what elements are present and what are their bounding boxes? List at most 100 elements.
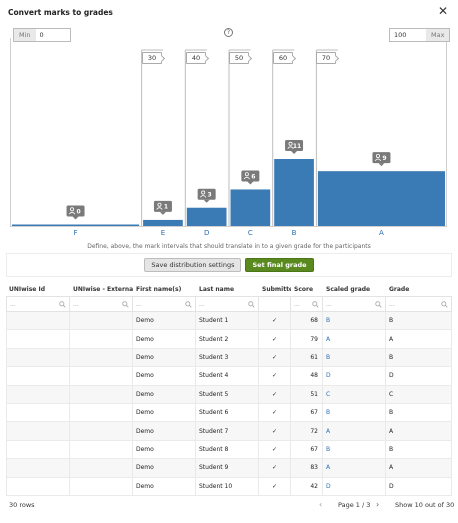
- column-filter-input[interactable]: ...: [133, 296, 196, 312]
- cell-score-text: 67: [310, 409, 318, 417]
- cell-scaled-grade[interactable]: A: [323, 459, 386, 478]
- table-row[interactable]: Demo Student 1 ✓ 68 B B: [6, 312, 452, 331]
- col-grade[interactable]: Grade: [389, 285, 410, 293]
- col-submitted[interactable]: Submitted: [262, 285, 291, 293]
- participants-icon-body: [156, 207, 163, 210]
- cell-scaled-grade-text[interactable]: B: [326, 445, 331, 453]
- col-first-name[interactable]: First name(s): [136, 285, 182, 293]
- column-filter-input[interactable]: ...: [291, 296, 323, 312]
- cell-score: 72: [291, 422, 323, 441]
- cell-scaled-grade[interactable]: B: [323, 403, 386, 423]
- help-icon[interactable]: ?: [224, 28, 233, 37]
- cell-score: 51: [291, 385, 323, 404]
- cell-scaled-grade[interactable]: A: [323, 330, 386, 349]
- cell-scaled-grade[interactable]: B: [323, 348, 386, 368]
- submitted-check-icon-text: ✓: [271, 335, 278, 343]
- threshold-input-c[interactable]: 50: [229, 52, 249, 64]
- submitted-check-icon-text: ✓: [271, 317, 278, 325]
- cell-scaled-grade[interactable]: D: [323, 367, 386, 386]
- cell-scaled-grade[interactable]: B: [323, 312, 386, 331]
- col-external-id[interactable]: UNIwise - External user id: [73, 285, 133, 293]
- cell-first-name-text: Demo: [136, 317, 154, 325]
- cell-uniwise-id: [6, 367, 70, 386]
- table-row[interactable]: Demo Student 5 ✓ 51 C C: [6, 385, 452, 404]
- cell-last-name: Student 5: [196, 385, 259, 404]
- cell-scaled-grade-text[interactable]: D: [326, 372, 331, 380]
- column-filter-input[interactable]: [259, 296, 291, 312]
- table-row[interactable]: Demo Student 6 ✓ 67 B B: [6, 403, 452, 423]
- threshold-input-d[interactable]: 40: [186, 52, 206, 64]
- cell-first-name-text: Demo: [136, 353, 154, 361]
- col-score[interactable]: Score: [294, 285, 314, 293]
- table-row[interactable]: Demo Student 9 ✓ 83 A A: [6, 459, 452, 478]
- cell-external-id: [70, 459, 133, 478]
- filter-placeholder: ...: [389, 300, 395, 308]
- cell-scaled-grade[interactable]: C: [323, 385, 386, 404]
- cell-scaled-grade-text[interactable]: B: [326, 353, 331, 361]
- threshold-input-b[interactable]: 60: [273, 52, 293, 64]
- submitted-check-icon: ✓: [259, 312, 291, 331]
- cell-grade-text: B: [389, 353, 394, 361]
- column-filter-input[interactable]: ...: [70, 296, 133, 312]
- column-filter-input[interactable]: ...: [6, 296, 70, 312]
- grade-label-f: F: [74, 229, 78, 237]
- table-row[interactable]: Demo Student 4 ✓ 48 D D: [6, 367, 452, 386]
- col-uniwise-id[interactable]: UNIwise Id: [9, 285, 45, 293]
- table-row[interactable]: Demo Student 2 ✓ 79 A A: [6, 330, 452, 349]
- threshold-input-a[interactable]: 70: [316, 52, 336, 64]
- cell-scaled-grade[interactable]: A: [323, 422, 386, 441]
- column-filter-input[interactable]: ...: [196, 296, 259, 312]
- column-filter-input[interactable]: ...: [386, 296, 452, 312]
- column-filter-input[interactable]: ...: [323, 296, 386, 312]
- threshold-input-e[interactable]: 30: [142, 52, 162, 64]
- max-field[interactable]: 100 Max: [389, 28, 451, 42]
- cell-scaled-grade-text[interactable]: A: [326, 335, 331, 343]
- cell-scaled-grade-text[interactable]: D: [326, 482, 331, 490]
- table-row[interactable]: Demo Student 10 ✓ 42 D D: [6, 477, 452, 496]
- min-field[interactable]: Min 0: [13, 28, 71, 42]
- cell-score-text: 61: [310, 353, 318, 361]
- search-icon: [248, 301, 255, 308]
- table-row[interactable]: Demo Student 8 ✓ 67 B B: [6, 440, 452, 460]
- cell-score-text: 83: [310, 464, 318, 472]
- cell-score-text: 79: [310, 335, 318, 343]
- submitted-check-icon: ✓: [259, 348, 291, 368]
- close-icon[interactable]: ✕: [437, 4, 448, 18]
- col-last-name[interactable]: Last name: [199, 285, 235, 293]
- cell-grade: B: [386, 440, 452, 460]
- cell-scaled-grade-text[interactable]: B: [326, 317, 331, 325]
- save-distribution-button[interactable]: Save distribution settings: [144, 258, 242, 272]
- cell-uniwise-id: [6, 403, 70, 423]
- participants-icon-body: [374, 158, 382, 162]
- cell-score-text: 42: [310, 482, 318, 490]
- grade-distribution-chart: 0 F 1 E 3 D 6 C 11 B 9 A Min 0 ? 100 Max 30 40 50 6…: [10, 26, 451, 240]
- cell-scaled-grade-text[interactable]: A: [326, 427, 331, 435]
- table-row[interactable]: Demo Student 7 ✓ 72 A A: [6, 422, 452, 441]
- cell-scaled-grade-text[interactable]: B: [326, 409, 331, 417]
- cell-scaled-grade[interactable]: D: [323, 477, 386, 496]
- participants-icon-body: [287, 146, 294, 149]
- cell-last-name-text: Student 1: [199, 317, 229, 325]
- cell-last-name-text: Student 5: [199, 390, 229, 398]
- search-icon: [375, 301, 382, 308]
- count-badge-value: 9: [382, 155, 386, 162]
- cell-last-name: Student 7: [196, 422, 259, 441]
- cell-scaled-grade[interactable]: B: [323, 440, 386, 460]
- cell-scaled-grade-text[interactable]: A: [326, 464, 331, 472]
- cell-scaled-grade-text[interactable]: C: [326, 390, 331, 398]
- participants-icon: [157, 202, 162, 207]
- table-row[interactable]: Demo Student 3 ✓ 61 B B: [6, 348, 452, 368]
- col-scaled-grade[interactable]: Scaled grade: [326, 285, 371, 293]
- next-page-button[interactable]: ›: [376, 500, 380, 509]
- set-final-grade-button[interactable]: Set final grade: [245, 258, 314, 272]
- min-input[interactable]: 0: [39, 31, 44, 39]
- page-size-select[interactable]: Show 10 out of 30: [395, 501, 455, 509]
- submitted-check-icon: ✓: [259, 330, 291, 349]
- participants-icon: [70, 207, 75, 212]
- cell-external-id: [70, 385, 133, 404]
- max-input[interactable]: 100: [394, 31, 407, 39]
- cell-external-id: [70, 367, 133, 386]
- previous-page-button[interactable]: ‹: [319, 500, 323, 509]
- grade-bar-e: [143, 219, 183, 226]
- cell-uniwise-id: [6, 348, 70, 368]
